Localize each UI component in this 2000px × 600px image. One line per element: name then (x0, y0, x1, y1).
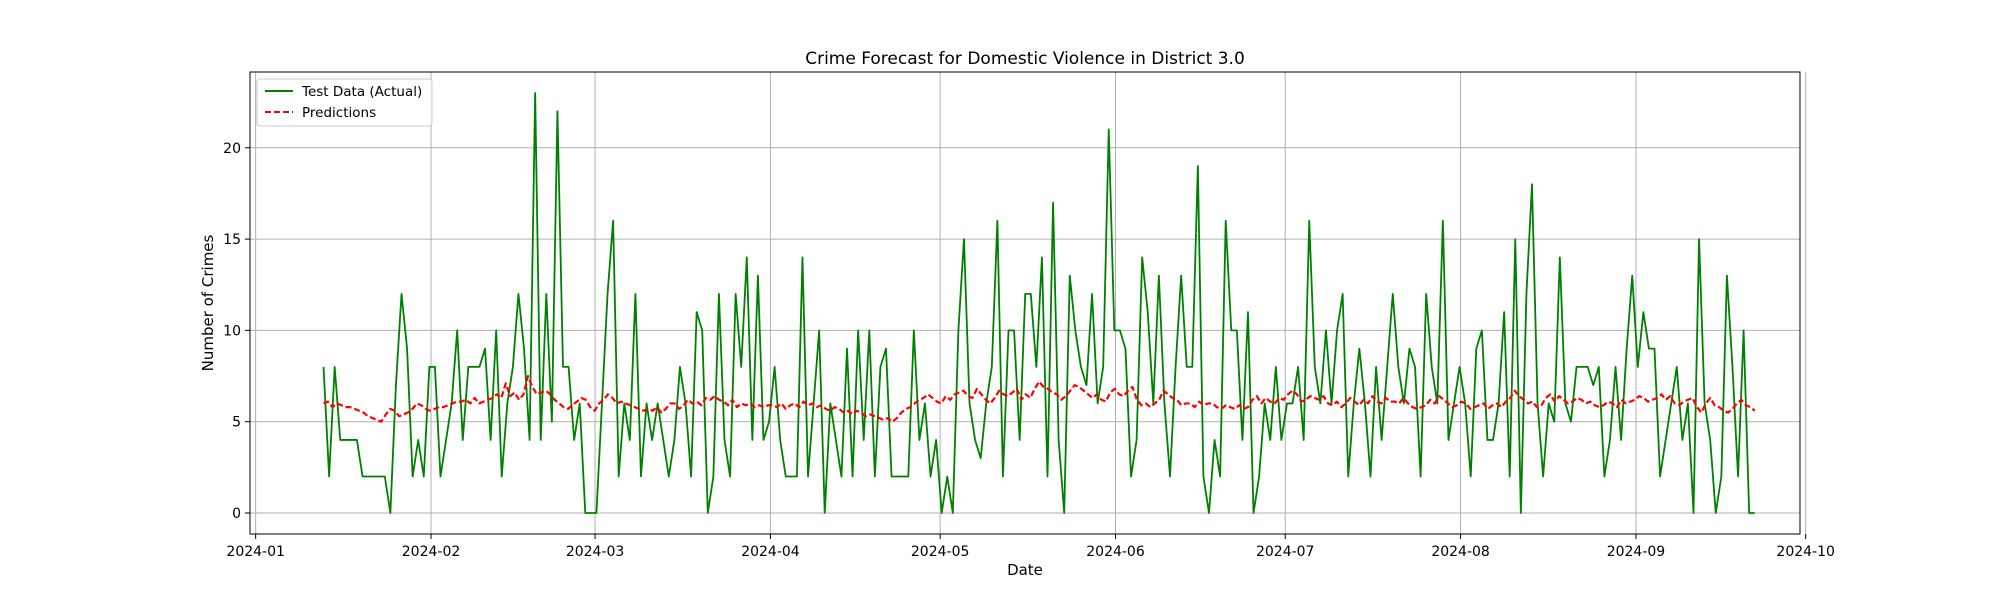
x-tick-label: 2024-10 (1776, 544, 1835, 560)
x-axis: 2024-01 2024-02 2024-03 2024-04 2024-05 2024-… (226, 534, 1835, 560)
y-tick-label: 10 (223, 323, 241, 339)
x-tick-label: 2024-08 (1431, 544, 1490, 560)
y-axis-title: Number of Crimes (199, 234, 217, 371)
x-tick-label: 2024-05 (911, 544, 970, 560)
x-tick-label: 2024-06 (1086, 544, 1145, 560)
x-tick-label: 2024-07 (1256, 544, 1315, 560)
legend-box (256, 78, 433, 127)
x-tick-label: 2024-01 (226, 544, 285, 560)
legend: Test Data (Actual) Predictions (256, 78, 433, 127)
legend-label-actual: Test Data (Actual) (301, 84, 422, 100)
plot-frame (249, 71, 1801, 535)
y-tick-label: 5 (232, 415, 241, 431)
series-line-predictions (323, 374, 1756, 423)
x-axis-title: Date (1007, 561, 1043, 579)
y-tick-label: 0 (232, 506, 241, 522)
y-tick-label: 15 (223, 232, 241, 248)
x-tick-label: 2024-04 (741, 544, 800, 560)
series-line-actual (322, 92, 1755, 514)
legend-label-predictions: Predictions (302, 105, 376, 121)
x-tick-label: 2024-02 (402, 544, 461, 560)
chart-title: Crime Forecast for Domestic Violence in … (805, 49, 1245, 69)
y-axis: 0 5 10 15 20 (223, 141, 250, 522)
x-tick-label: 2024-09 (1607, 544, 1666, 560)
y-gridlines (250, 147, 1800, 514)
x-gridlines (255, 72, 1807, 534)
series-layer (322, 92, 1756, 514)
y-tick-label: 20 (223, 141, 241, 157)
x-tick-label: 2024-03 (566, 544, 625, 560)
